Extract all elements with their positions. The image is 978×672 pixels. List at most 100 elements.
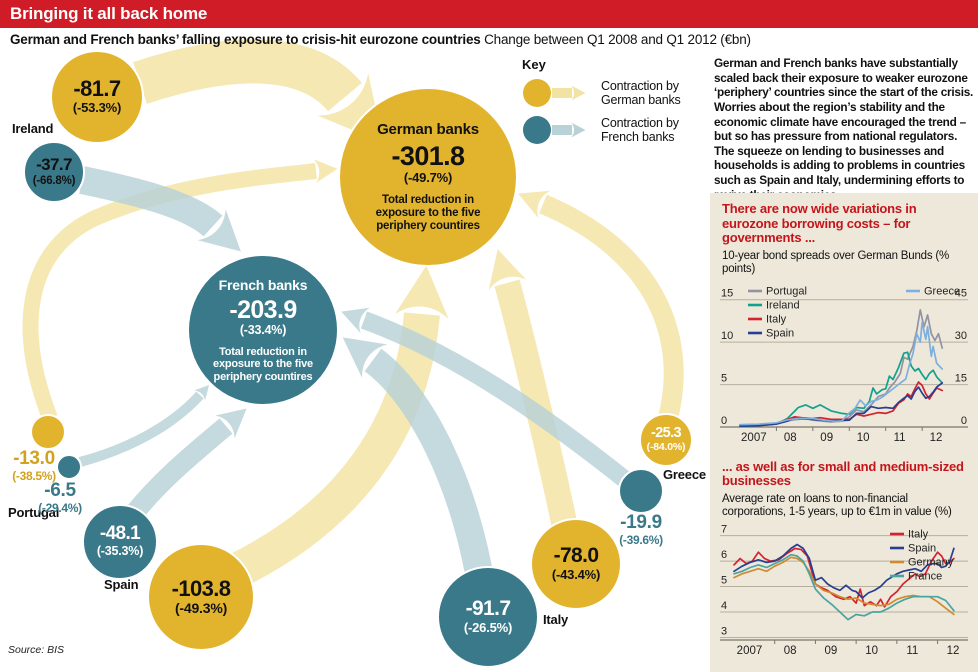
arrow-ireland-to-german-banks: [133, 39, 384, 143]
bank-pct: (-49.7%): [403, 170, 453, 186]
svg-text:08: 08: [784, 432, 797, 444]
svg-text:09: 09: [820, 432, 833, 444]
bubble-bank-french: French banks -203.9 (-33.4%) Total reductio…: [187, 254, 339, 406]
series-greece: [739, 321, 944, 426]
legend-label-ireland: Ireland: [766, 299, 800, 311]
svg-text:10: 10: [721, 330, 733, 342]
bubble-pct: (-53.3%): [72, 100, 122, 116]
subtitle-bold: German and French banks’ falling exposur…: [10, 32, 481, 47]
bubble-pct: (-49.3%): [174, 599, 228, 616]
key-title: Key: [522, 57, 546, 72]
key-item-label: Contraction by French banks: [601, 115, 679, 144]
arrow-spain-to-french-banks: [124, 408, 247, 523]
bubble-value: -78.0: [553, 543, 599, 567]
legend-key: Key Contraction by German banks Contracti…: [522, 57, 708, 146]
bubble-greece-french: [618, 468, 664, 514]
gold-circle-arrow-icon: [523, 79, 586, 107]
series-italy: [739, 381, 944, 426]
chart2-title: ... as well as for small and medium-size…: [722, 458, 964, 489]
bubble-portugal-german: [30, 414, 66, 450]
country-label-greece: Greece: [663, 467, 706, 482]
bubble-value: -37.7: [36, 154, 72, 174]
bubble-portugal-french: [56, 454, 82, 480]
outside-pct: (-29.4%): [38, 500, 82, 515]
legend-label-france: France: [908, 571, 942, 583]
bank-name: German banks: [377, 121, 479, 139]
legend-label-germany: Germany: [908, 557, 954, 569]
bubble-spain-german: -103.8 (-49.3%): [147, 543, 255, 651]
svg-text:10: 10: [857, 432, 870, 444]
svg-text:3: 3: [721, 626, 727, 638]
bank-value: -301.8: [391, 141, 466, 172]
svg-text:0: 0: [721, 415, 727, 427]
bank-desc: Total reduction in exposure to the five …: [213, 345, 313, 383]
bubble-value: -91.7: [465, 596, 511, 620]
key-item-french: Contraction by French banks: [522, 114, 708, 146]
svg-text:5: 5: [721, 575, 727, 587]
country-label-spain: Spain: [104, 577, 139, 592]
svg-text:12: 12: [947, 645, 960, 657]
bubble-value: -81.7: [73, 76, 121, 102]
bubble-ireland-german: -81.7 (-53.3%): [50, 50, 144, 144]
legend-label-portugal: Portugal: [766, 285, 807, 297]
svg-text:08: 08: [784, 645, 797, 657]
svg-text:12: 12: [930, 432, 943, 444]
key-item-german: Contraction by German banks: [522, 77, 708, 109]
outside-value: -19.9: [620, 512, 662, 533]
bubble-ireland-french: -37.7 (-66.8%): [23, 141, 85, 203]
bubble-italy-french: -91.7 (-26.5%): [437, 566, 539, 668]
chart1-subtitle: 10-year bond spreads over German Bunds (…: [722, 249, 950, 275]
bubble-value: -48.1: [99, 523, 141, 545]
bond-spreads-chart: 0 0 5 15 10 30 15 45 2007 08 09 10 11 12 Portugal Irela…: [720, 285, 968, 444]
outside-pct: (-39.6%): [619, 532, 663, 547]
legend-label-spain: Spain: [766, 327, 794, 339]
charts-panel: There are now wide variations in eurozon…: [710, 193, 978, 672]
header-bar: Bringing it all back home: [0, 0, 978, 28]
bank-name: French banks: [218, 276, 308, 293]
subtitle: German and French banks’ falling exposur…: [10, 32, 751, 47]
arrow-ireland-to-french-banks: [79, 166, 241, 252]
bubble-pct: (-26.5%): [463, 619, 513, 635]
intro-paragraph: German and French banks have substantial…: [714, 56, 974, 202]
series-spain: [733, 543, 955, 600]
chart2-subtitle: Average rate on loans to non-financial c…: [722, 492, 952, 519]
outside-value: -13.0: [13, 448, 55, 469]
svg-text:0: 0: [961, 415, 967, 427]
legend-label-italy: Italy: [908, 529, 929, 541]
bank-pct: (-33.4%): [239, 323, 287, 338]
bubble-pct: (-43.4%): [551, 566, 601, 582]
bubble-pct: (-66.8%): [32, 174, 76, 187]
portugal-french-values: -6.5 (-29.4%): [22, 481, 98, 517]
arrow-greece-to-french-banks: [341, 307, 634, 490]
arrow-portugal-to-german-banks: [22, 159, 338, 421]
svg-text:7: 7: [721, 524, 727, 536]
chart1-title: There are now wide variations in eurozon…: [722, 201, 917, 246]
teal-circle-arrow-icon: [523, 116, 586, 144]
country-label-italy: Italy: [543, 612, 569, 627]
svg-text:4: 4: [721, 600, 727, 612]
bubble-spain-french: -48.1 (-35.3%): [82, 504, 158, 580]
svg-text:6: 6: [721, 549, 727, 561]
bubble-pct: (-35.3%): [96, 544, 144, 559]
arrow-italy-to-french-banks: [342, 337, 496, 593]
diagram-source-note: Source: BIS: [8, 644, 65, 656]
svg-text:15: 15: [955, 372, 967, 384]
outside-value: -6.5: [44, 480, 76, 501]
svg-text:11: 11: [906, 645, 918, 657]
arrow-portugal-to-french-banks: [78, 385, 210, 467]
portugal-german-values: -13.0 (-38.5%): [2, 449, 66, 485]
svg-text:5: 5: [721, 372, 727, 384]
loan-rates-chart: 3 4 5 6 7 2007 08 09 10 11 12 Italy Spain Germany Fran…: [720, 524, 968, 657]
bank-desc: Total reduction in exposure to the five …: [375, 193, 481, 232]
subtitle-regular: Change between Q1 2008 and Q1 2012 (€bn): [480, 32, 751, 47]
legend-label-greece: Greece: [924, 285, 960, 297]
svg-text:2007: 2007: [737, 645, 763, 657]
svg-text:11: 11: [894, 432, 906, 444]
greece-french-values: -19.9 (-39.6%): [599, 513, 683, 549]
country-label-portugal: Portugal: [8, 505, 60, 520]
bubble-bank-german: German banks -301.8 (-49.7%) Total reductio…: [338, 87, 518, 267]
svg-text:09: 09: [825, 645, 838, 657]
bubble-value: -103.8: [171, 575, 231, 601]
